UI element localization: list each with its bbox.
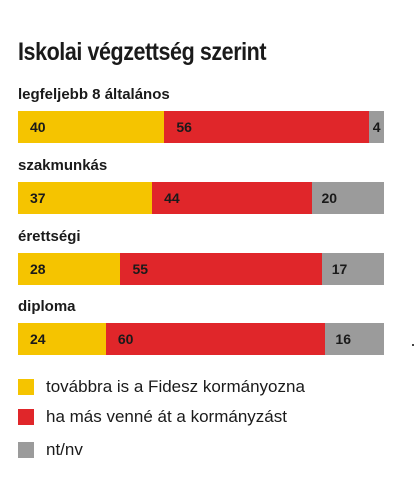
bar-segment-other: 55 (120, 253, 322, 285)
bar-segment-other: 60 (105, 323, 326, 355)
stacked-bar: 40 56 4 (18, 111, 384, 143)
legend-label: ha más venné át a kormányzást (46, 407, 287, 426)
legend-swatch (18, 442, 34, 458)
data-label: 28 (30, 261, 46, 277)
bar-segment-other: 44 (152, 182, 312, 214)
category-label: diploma (18, 298, 76, 315)
legend-label: nt/nv (46, 440, 83, 459)
data-label: 4 (372, 119, 381, 135)
data-label: 44 (164, 190, 180, 206)
data-label: 56 (176, 119, 192, 135)
bar-segment-ntnv: 16 (325, 323, 384, 355)
category-label: érettségi (18, 228, 81, 245)
bar-segment-ntnv: 20 (311, 182, 384, 214)
category-label: szakmunkás (18, 157, 108, 174)
data-label: 55 (132, 261, 149, 277)
data-label: 40 (30, 119, 46, 135)
data-label: 37 (30, 190, 46, 206)
bar-segment-fidesz: 37 (18, 182, 153, 214)
category-label: legfeljebb 8 általános (18, 86, 170, 103)
legend-item: nt/nv (18, 439, 83, 461)
legend-item: továbbra is a Fidesz kormányozna (18, 376, 305, 398)
bar-segment-fidesz: 28 (18, 253, 121, 285)
data-label: 24 (30, 331, 46, 347)
bar-segment-ntnv: 4 (369, 111, 384, 143)
chart-title: Iskolai végzettség szerint (18, 38, 267, 66)
edge-mark (412, 344, 414, 346)
bar-segment-other: 56 (164, 111, 370, 143)
legend-swatch (18, 409, 34, 425)
data-label: 60 (117, 331, 134, 347)
stacked-bar: 28 55 17 (18, 253, 384, 285)
data-label: 16 (335, 331, 351, 347)
bar-segment-ntnv: 17 (321, 253, 384, 285)
stacked-bar: 37 44 20 (18, 182, 384, 214)
stacked-bar: 24 60 16 (18, 323, 384, 355)
bar-segment-fidesz: 24 (18, 323, 106, 355)
legend-label: továbbra is a Fidesz kormányozna (46, 377, 305, 396)
legend-swatch (18, 379, 34, 395)
data-label: 20 (321, 190, 338, 206)
legend-item: ha más venné át a kormányzást (18, 406, 287, 428)
data-label: 17 (331, 261, 348, 277)
bar-segment-fidesz: 40 (18, 111, 165, 143)
